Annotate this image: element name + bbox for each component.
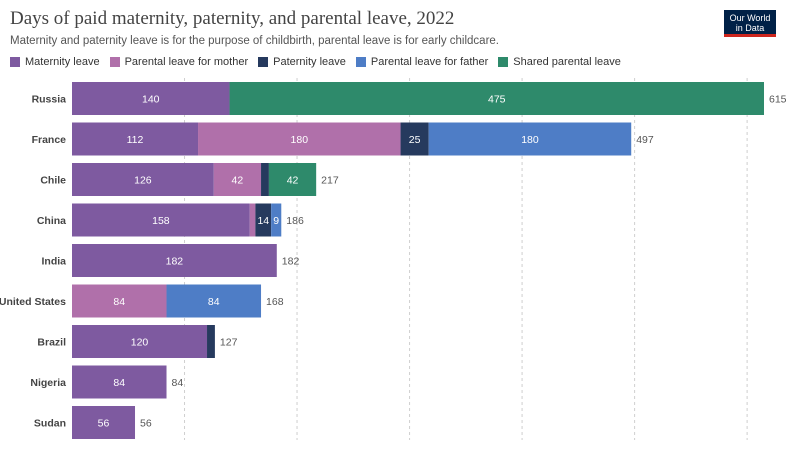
category-label: Sudan [34,418,66,430]
segment-value-label: 120 [131,337,149,349]
total-value-label: 497 [636,134,654,146]
legend-label: Paternity leave [273,56,346,68]
segment-value-label: 84 [208,296,220,308]
segment-value-label: 25 [409,134,421,146]
bar-segment [166,284,262,318]
category-label: India [41,256,66,268]
bar-segment [72,163,214,196]
bar-segment [213,163,262,196]
total-value-label: 56 [140,418,152,430]
segment-value-label: 112 [127,134,144,146]
chart-title: Days of paid maternity, paternity, and p… [10,8,455,29]
legend-swatch [10,57,20,67]
bar-segment [428,122,632,156]
total-value-label: 84 [172,377,184,389]
total-value-label: 217 [321,175,339,187]
bar-segment [72,203,250,237]
bar-segment [72,82,230,115]
bar-segment [72,244,277,277]
category-label: Nigeria [30,377,66,389]
segment-value-label: 182 [166,256,184,268]
chart-legend: Maternity leave Parental leave for mothe… [10,56,621,68]
segment-value-label: 9 [273,215,279,227]
category-label: Russia [32,94,67,106]
bar-segment [229,82,765,115]
chart-subtitle: Maternity and paternity leave is for the… [10,35,500,47]
legend-swatch [258,57,269,67]
segment-value-label: 158 [152,215,170,227]
legend-item-maternity[interactable]: Maternity leave [10,56,100,68]
bar-segment [400,122,429,156]
segment-value-label: 180 [291,134,309,146]
legend-swatch [355,57,366,67]
bar-segment [255,203,272,237]
legend-label: Parental leave for mother [124,56,249,68]
category-label: Brazil [37,337,66,349]
segment-value-label: 42 [232,175,244,187]
category-label: China [37,215,66,227]
category-label: United States [0,296,66,308]
bar-segment [72,365,167,399]
legend-label: Maternity leave [25,56,100,68]
segment-value-label: 180 [521,134,539,146]
owid-logo[interactable]: Our World in Data [724,10,776,37]
bar-segment [72,406,136,439]
bar-segment [261,163,269,196]
logo-line-1: Our World [729,13,771,23]
segment-value-label: 42 [287,175,299,187]
legend-label: Parental leave for father [370,56,489,68]
bar-segment [72,284,167,318]
total-value-label: 615 [769,94,787,106]
legend-label: Shared parental leave [513,56,621,68]
segment-value-label: 84 [113,296,125,308]
category-label: France [32,134,67,146]
segment-value-label: 14 [257,215,269,227]
legend-swatch [498,57,509,67]
total-value-label: 127 [220,337,238,349]
legend-item-parental-mother[interactable]: Parental leave for mother [109,56,249,68]
bar-segment [207,325,215,358]
bar-segment [249,203,256,237]
segment-value-label: 475 [488,94,506,106]
bar-segment [271,203,282,237]
total-value-label: 182 [282,256,300,268]
segment-value-label: 140 [142,94,160,106]
legend-item-shared[interactable]: Shared parental leave [498,56,621,68]
legend-item-parental-father[interactable]: Parental leave for father [355,56,489,68]
bar-segment [72,122,199,156]
bar-segment [72,325,208,358]
category-label: Chile [40,175,66,187]
bar-segment [198,122,401,156]
segment-value-label: 126 [134,175,152,187]
legend-item-paternity[interactable]: Paternity leave [258,56,346,68]
segment-value-label: 84 [113,377,125,389]
segment-value-label: 56 [98,418,110,430]
logo-line-2: in Data [735,23,765,33]
bar-segment [268,163,317,196]
legend-swatch [109,57,120,67]
total-value-label: 168 [266,296,284,308]
total-value-label: 186 [286,215,304,227]
